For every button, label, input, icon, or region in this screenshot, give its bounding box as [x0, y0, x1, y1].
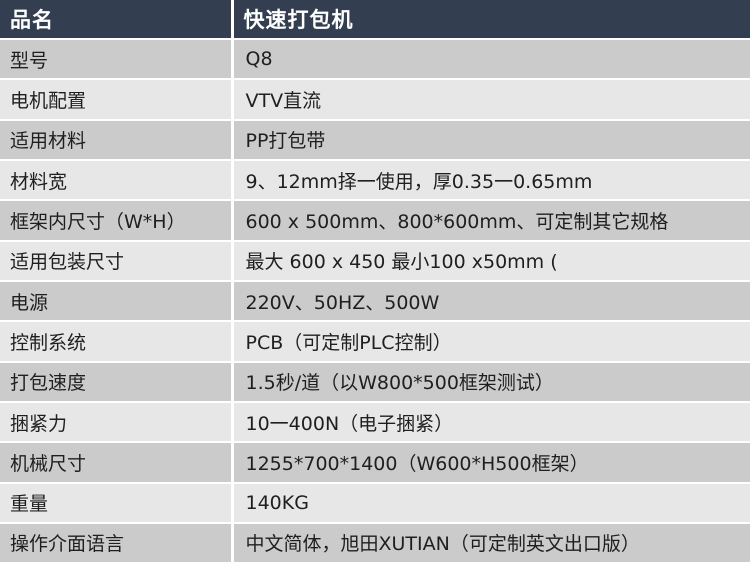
- spec-value: 中文简体，旭田XUTIAN（可定制英文出口版）: [232, 521, 750, 562]
- spec-value: 9、12mm择一使用，厚0.35一0.65mm: [232, 158, 750, 201]
- spec-label: 捆紧力: [0, 400, 234, 443]
- spec-table-header: 品名 快速打包机: [0, 0, 750, 39]
- spec-label: 重量: [0, 481, 234, 523]
- spec-row-motor-config: 电机配置 VTV直流: [0, 78, 750, 120]
- spec-row-weight: 重量 140KG: [0, 481, 750, 523]
- spec-value: 1255*700*1400（W600*H500框架）: [232, 441, 750, 483]
- spec-label: 控制系统: [0, 320, 234, 362]
- spec-value: 最大 600 x 450 最小100 x50mm (: [232, 239, 750, 281]
- spec-value: 600 x 500mm、800*600mm、可定制其它规格: [232, 199, 750, 241]
- spec-value: 140KG: [232, 481, 750, 523]
- header-row: 品名 快速打包机: [0, 0, 750, 39]
- spec-value: PP打包带: [232, 118, 750, 160]
- spec-value: 1.5秒/道（以W800*500框架测试）: [232, 360, 750, 402]
- spec-row-package-size: 适用包装尺寸 最大 600 x 450 最小100 x50mm (: [0, 239, 750, 281]
- spec-row-model: 型号 Q8: [0, 37, 750, 80]
- spec-value: Q8: [232, 37, 750, 80]
- spec-value: PCB（可定制PLC控制）: [232, 320, 750, 362]
- spec-label: 电源: [0, 279, 234, 322]
- spec-value: 10一400N（电子捆紧）: [232, 400, 750, 443]
- spec-label: 适用包装尺寸: [0, 239, 234, 281]
- spec-value: 220V、50HZ、500W: [232, 279, 750, 322]
- spec-label: 框架内尺寸（W*H）: [0, 199, 234, 241]
- spec-table-body: 型号 Q8 电机配置 VTV直流 适用材料 PP打包带 材料宽 9、12mm择一…: [0, 37, 750, 562]
- spec-row-material-width: 材料宽 9、12mm择一使用，厚0.35一0.65mm: [0, 158, 750, 201]
- spec-label: 型号: [0, 37, 234, 80]
- spec-label: 材料宽: [0, 158, 234, 201]
- spec-label: 适用材料: [0, 118, 234, 160]
- spec-row-tension-force: 捆紧力 10一400N（电子捆紧）: [0, 400, 750, 443]
- spec-label: 打包速度: [0, 360, 234, 402]
- spec-row-strapping-speed: 打包速度 1.5秒/道（以W800*500框架测试）: [0, 360, 750, 402]
- spec-row-frame-inner-size: 框架内尺寸（W*H） 600 x 500mm、800*600mm、可定制其它规格: [0, 199, 750, 241]
- spec-label: 操作介面语言: [0, 521, 234, 562]
- spec-label: 电机配置: [0, 78, 234, 120]
- header-product-name-value: 快速打包机: [232, 0, 750, 39]
- header-product-name-label: 品名: [0, 0, 234, 39]
- spec-value: VTV直流: [232, 78, 750, 120]
- spec-label: 机械尺寸: [0, 441, 234, 483]
- spec-row-machine-size: 机械尺寸 1255*700*1400（W600*H500框架）: [0, 441, 750, 483]
- spec-row-ui-language: 操作介面语言 中文简体，旭田XUTIAN（可定制英文出口版）: [0, 521, 750, 562]
- spec-row-control-system: 控制系统 PCB（可定制PLC控制）: [0, 320, 750, 362]
- spec-row-power-supply: 电源 220V、50HZ、500W: [0, 279, 750, 322]
- spec-row-applicable-material: 适用材料 PP打包带: [0, 118, 750, 160]
